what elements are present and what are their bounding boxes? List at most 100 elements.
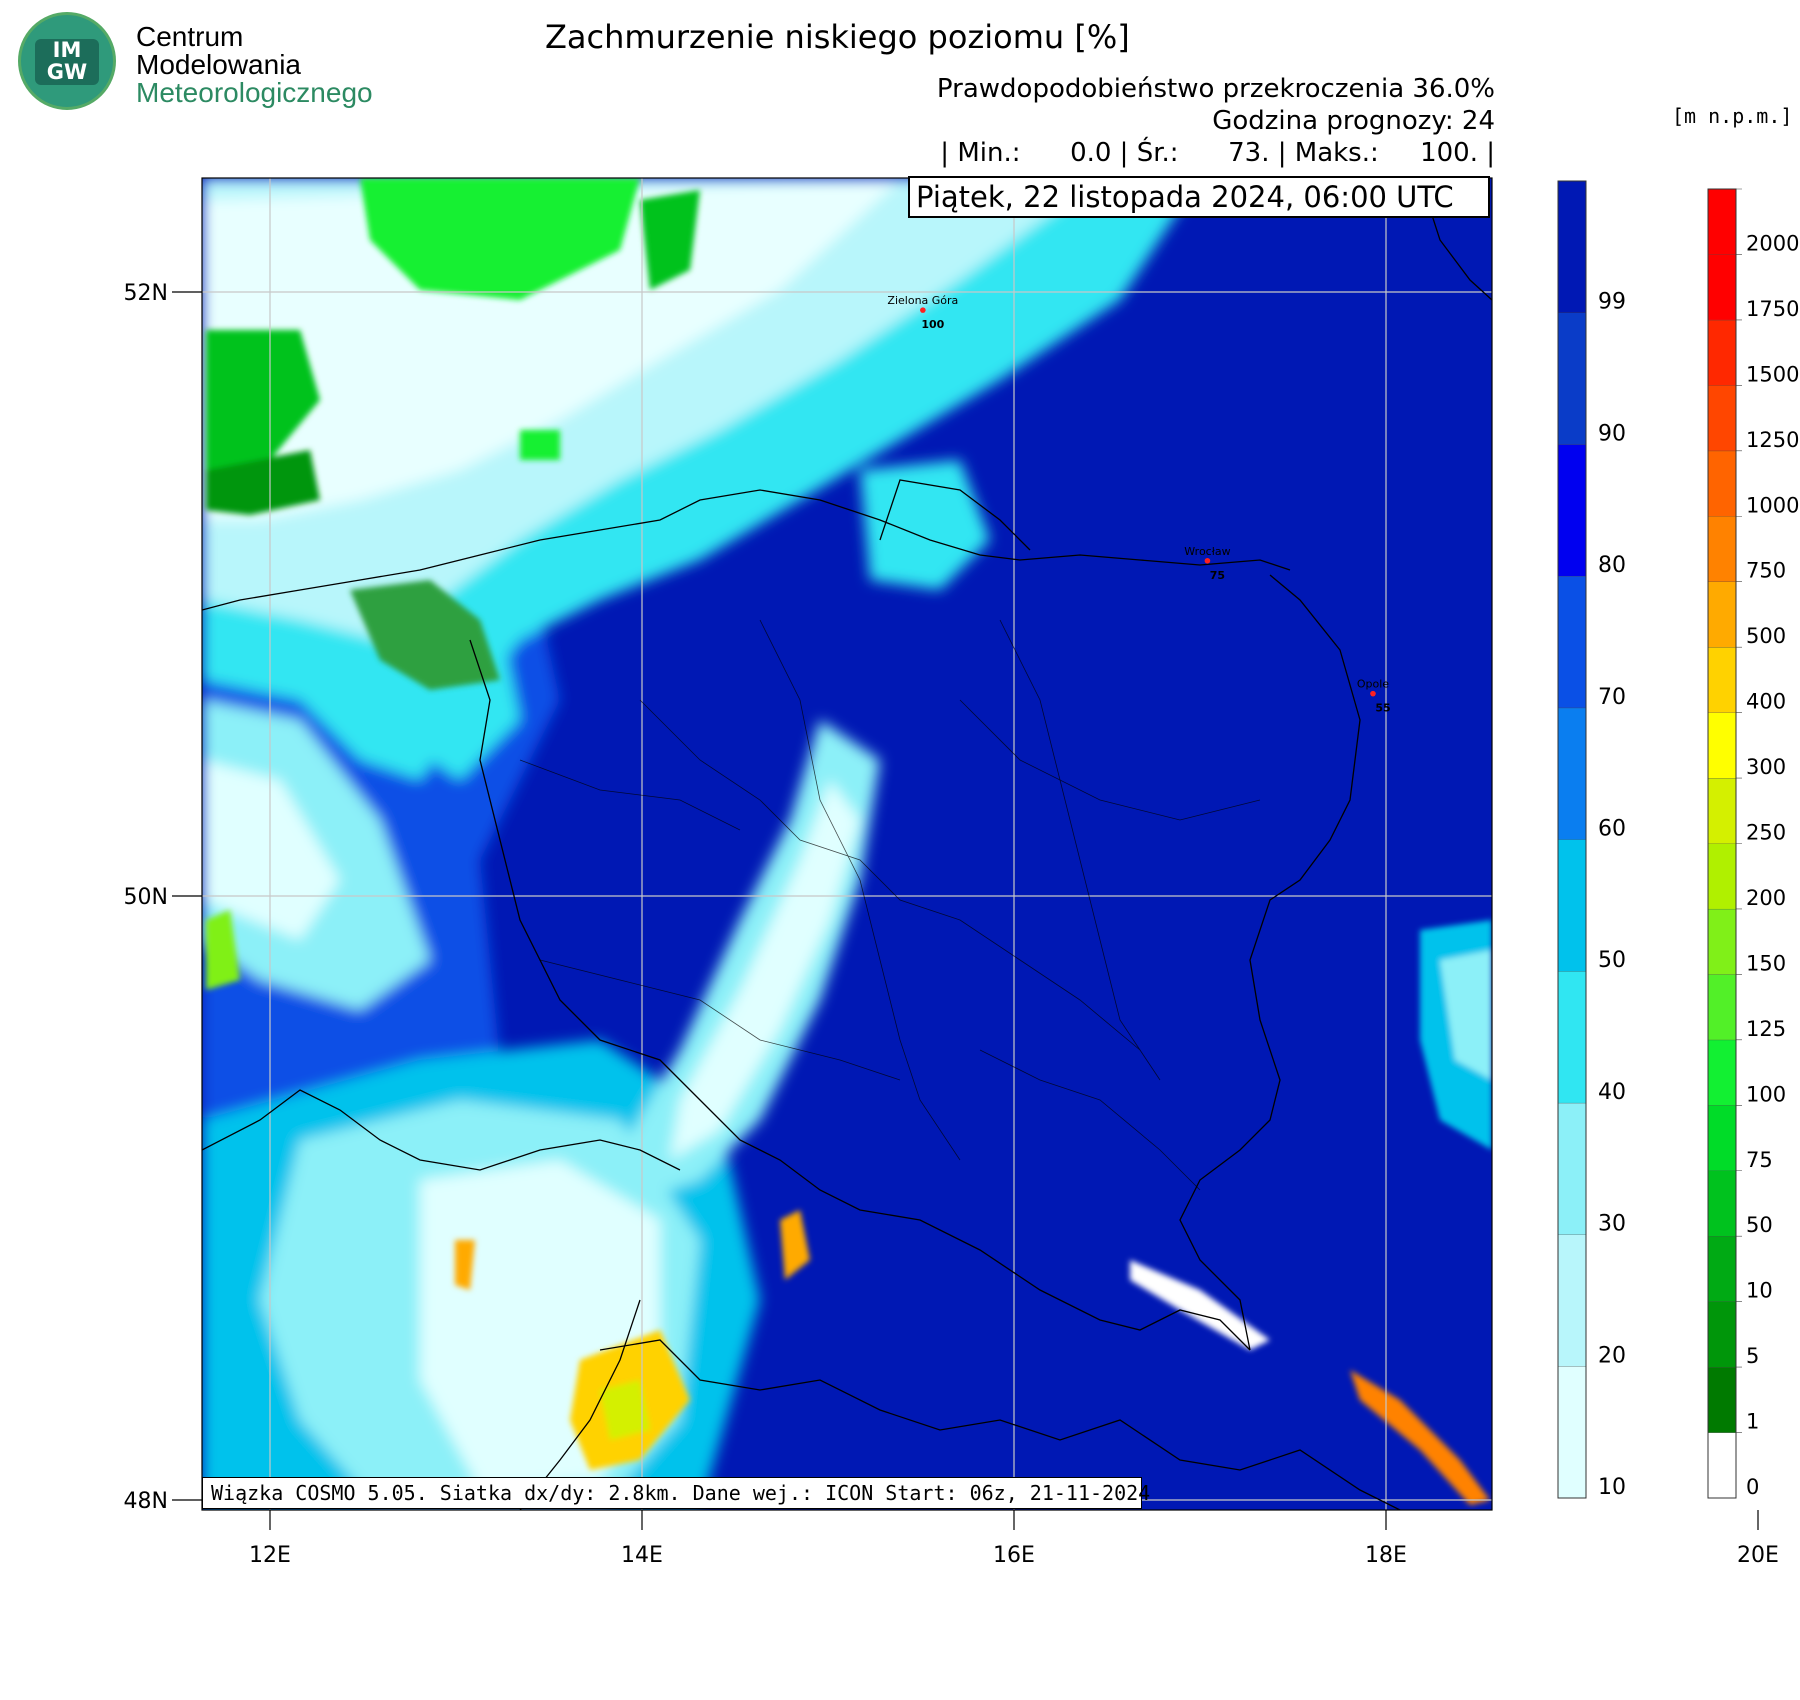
cloud-colorbar-frame <box>1557 180 1587 1499</box>
lat-label: 50N <box>124 885 168 910</box>
city-name: Opole <box>1357 678 1389 691</box>
cloud-colorbar-label: 40 <box>1598 1080 1626 1105</box>
forecast-hour-text: Godzina prognozy: 24 <box>1212 106 1495 136</box>
terrain-colorbar-segment <box>1708 1039 1736 1106</box>
cloud-colorbar-segment <box>1558 1366 1586 1498</box>
terrain-colorbar-segment <box>1708 843 1736 909</box>
city-value: 100 <box>921 318 944 331</box>
terrain-colorbar-label: 50 <box>1746 1213 1773 1237</box>
terrain-colorbar-segment <box>1708 516 1736 582</box>
cloud-colorbar-label: 10 <box>1598 1475 1626 1500</box>
terrain-colorbar-label: 100 <box>1746 1082 1786 1106</box>
terrain-colorbar-label: 1 <box>1746 1410 1759 1434</box>
lon-label: 12E <box>249 1543 291 1568</box>
terrain-colorbar-segment <box>1708 385 1736 451</box>
cloud-colorbar-segment <box>1558 312 1586 445</box>
terrain-colorbar-segment <box>1708 974 1736 1040</box>
lon-label: 14E <box>621 1543 663 1568</box>
terrain-colorbar-segment <box>1708 189 1736 255</box>
logo-text-line3: Meteorologicznego <box>136 77 373 108</box>
lon-label: 16E <box>993 1543 1035 1568</box>
cloud-colorbar-label: 99 <box>1598 290 1626 315</box>
map-frame <box>201 177 1493 1511</box>
cloud-colorbar-label: 90 <box>1598 421 1626 446</box>
city-marker <box>1744 875 1750 881</box>
city-value: 55 <box>1375 702 1390 715</box>
terrain-colorbar-label: 10 <box>1746 1279 1773 1303</box>
probability-text: Prawdopodobieństwo przekroczenia 36.0% <box>936 74 1495 104</box>
cloud-colorbar-label: 70 <box>1598 685 1626 710</box>
city-marker <box>1370 690 1376 697</box>
terrain-colorbar-label: 5 <box>1746 1344 1759 1368</box>
city-value: 75 <box>1210 569 1225 582</box>
terrain-colorbar-label: 200 <box>1746 886 1786 910</box>
terrain-colorbar-label: 1250 <box>1746 428 1799 452</box>
city-name: Zielona Góra <box>887 294 958 307</box>
cloud-colorbar-segment <box>1558 1234 1586 1367</box>
city-marker <box>1184 165 1190 171</box>
terrain-colorbar-label: 75 <box>1746 1148 1773 1172</box>
cloud-colorbar-label: 20 <box>1598 1343 1626 1368</box>
terrain-colorbar-segment <box>1708 1105 1736 1171</box>
province-borders <box>519 619 1261 1191</box>
cloud-colorbar-label: 80 <box>1598 553 1626 578</box>
cloud-colorbar-segment <box>1558 576 1586 708</box>
country-borders <box>202 178 1492 1510</box>
lat-label: 52N <box>124 281 168 306</box>
cloud-colorbar-label: 50 <box>1598 948 1626 973</box>
city-marker <box>868 69 874 75</box>
city-name: Poznań <box>1167 152 1206 165</box>
cloud-colorbar-label: 30 <box>1598 1212 1626 1237</box>
valid-time-box: Piątek, 22 listopada 2024, 06:00 UTC <box>908 176 1490 218</box>
city-name: Gorzów <box>850 56 891 69</box>
logo-badge-line2: GW <box>46 60 88 84</box>
terrain-colorbar-label: 1750 <box>1746 297 1799 321</box>
logo-text-line1: Centrum <box>136 21 244 52</box>
logo-badge: IM GW <box>35 39 99 85</box>
city-value: 100 <box>1747 1115 1770 1128</box>
terrain-colorbar-label: 300 <box>1746 755 1786 779</box>
terrain-colorbar-frame <box>1707 188 1737 1499</box>
terrain-colorbar-segment <box>1708 319 1736 386</box>
terrain-colorbar-label: 250 <box>1746 821 1786 845</box>
terrain-colorbar-segment <box>1708 1301 1736 1368</box>
cloud-field: Gdańsk55Suwałki95Olsztyn100Szczecin25Byd… <box>202 56 1770 1510</box>
terrain-colorbar-segment <box>1708 908 1736 975</box>
terrain-colorbar-segment <box>1708 647 1736 713</box>
terrain-colorbar-label: 0 <box>1746 1475 1759 1499</box>
cloud-colorbar-segment <box>1558 707 1586 840</box>
logo-text-line2: Modelowania <box>136 49 301 80</box>
city-marker <box>1655 359 1661 365</box>
terrain-colorbar-segment <box>1708 1432 1736 1498</box>
terrain-colorbar-label: 1000 <box>1746 493 1799 517</box>
terrain-colorbar-segment <box>1708 712 1736 779</box>
terrain-colorbar-segment <box>1708 778 1736 844</box>
terrain-colorbar-segment <box>1708 254 1736 320</box>
terrain-colorbar-segment <box>1708 450 1736 517</box>
city-layer: Gdańsk55Suwałki95Olsztyn100Szczecin25Byd… <box>850 56 1770 1128</box>
terrain-colorbar-segment <box>1708 1236 1736 1302</box>
unit-label: [m n.p.m.] <box>1672 104 1793 128</box>
terrain-colorbar-label: 1500 <box>1746 362 1799 386</box>
stats-text: | Min.: 0.0 | Śr.: 73. | Maks.: 100. | <box>940 138 1495 168</box>
model-info-footer: Wiązka COSMO 5.05. Siatka dx/dy: 2.8km. … <box>202 1477 1150 1509</box>
lat-label: 48N <box>124 1489 168 1514</box>
cloud-colorbar-label: 60 <box>1598 817 1626 842</box>
lon-label: 20E <box>1737 1543 1779 1568</box>
city-marker <box>1204 557 1211 564</box>
map-title: Zachmurzenie niskiego poziomu [%] <box>545 18 1130 56</box>
lon-label: 18E <box>1365 1543 1407 1568</box>
city-name: Wrocław <box>1184 545 1230 558</box>
cloud-colorbar-segment <box>1558 1102 1586 1235</box>
terrain-colorbar-label: 500 <box>1746 624 1786 648</box>
logo-badge-line1: IM <box>52 38 82 62</box>
imgw-logo-icon: IM GW <box>18 12 116 110</box>
terrain-colorbar-label: 2000 <box>1746 231 1799 255</box>
terrain-colorbar-label: 750 <box>1746 559 1786 583</box>
terrain-colorbar-segment <box>1708 1367 1736 1433</box>
terrain-colorbar: 0 1 5 10 50 75 100 125 150 200 250 300 400 500 750 1000… <box>1707 188 1799 1499</box>
city-name: Łódź <box>1644 345 1671 358</box>
city-marker <box>920 307 926 313</box>
cloud-colorbar-segment <box>1558 444 1586 577</box>
